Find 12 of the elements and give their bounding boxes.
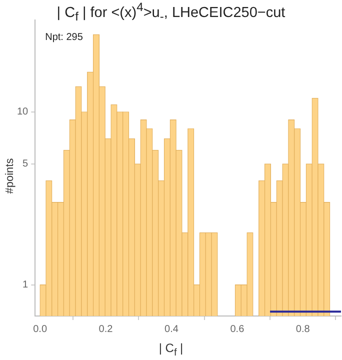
- y-tick-label: 10: [17, 106, 29, 118]
- annotation: Npt: 295: [45, 32, 84, 43]
- y-tick-label: 1: [22, 280, 29, 291]
- x-tick-label: 0.2: [98, 324, 114, 335]
- x-tick-label: 0.6: [230, 324, 245, 335]
- y-tick-label: 5: [22, 158, 29, 170]
- y-axis-title: #points: [4, 157, 16, 196]
- x-tick-label: 0.8: [296, 324, 310, 335]
- chart-title: | C$_{f}$ | for <(x)$^{4}$>u$_{-}$, LHeCEIC250−cut: [56, 0, 286, 24]
- x-tick-label: 0.0: [33, 324, 48, 335]
- x-tick-label: 0.4: [164, 324, 179, 335]
- x-axis-title: | C$_{f}$ |: [158, 340, 184, 358]
